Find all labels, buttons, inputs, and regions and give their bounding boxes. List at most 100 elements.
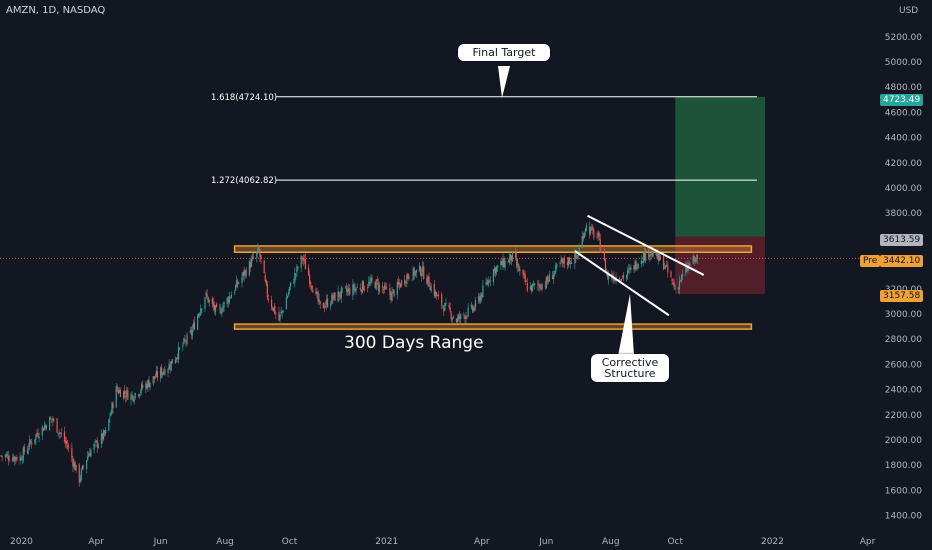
candle-body [242, 272, 244, 277]
candle-body [130, 394, 132, 401]
candle-body [45, 425, 48, 429]
candle-body [163, 371, 165, 375]
candle-body [599, 238, 601, 253]
candle-body [466, 316, 468, 318]
candle-body [571, 262, 573, 264]
candle-body [274, 305, 276, 314]
candle-body [89, 452, 91, 456]
candle-body [408, 276, 410, 280]
candle-body [221, 312, 223, 313]
candle-body [131, 394, 133, 396]
x-tick-label: Aug [216, 537, 234, 547]
fib-label: 1.618(4724.10) [211, 93, 277, 103]
candle-body [399, 283, 402, 288]
candle-body [223, 301, 225, 308]
corrective-label-line2: Structure [604, 367, 656, 380]
range-box-resistance [233, 245, 753, 254]
candle-body [295, 273, 297, 275]
candle-body [272, 308, 274, 310]
candle-body [666, 264, 668, 266]
candle-body [449, 307, 451, 312]
candle-body [185, 341, 187, 343]
candle-body [333, 292, 335, 299]
candle-body [508, 257, 510, 264]
candle-body [396, 282, 398, 296]
candle-body [435, 292, 438, 296]
candle-body [371, 277, 373, 281]
candle-body [539, 284, 541, 288]
candle-body [243, 270, 245, 277]
candle-body [422, 266, 424, 273]
candle-body [355, 288, 357, 291]
candle-body [8, 460, 11, 462]
candle-body [287, 292, 290, 296]
candle-body [608, 274, 610, 280]
candle-body [450, 313, 452, 320]
candle-body [522, 270, 524, 275]
candle-body [390, 293, 392, 300]
candle-body [530, 285, 533, 292]
candle-body [311, 285, 313, 289]
y-tick-label: 2000.00 [885, 436, 922, 446]
candle-body [265, 279, 267, 285]
candle-body [324, 305, 327, 307]
candle-body [414, 271, 416, 276]
candle-body [108, 419, 110, 431]
candle-body [322, 302, 324, 309]
candle-body [643, 252, 646, 261]
candle-body [568, 257, 571, 265]
candle-body [622, 275, 625, 279]
candle-body [629, 268, 631, 270]
candle-body [109, 417, 111, 419]
candle-body [546, 276, 548, 282]
y-tick-label: 1400.00 [885, 512, 922, 522]
candle-body [105, 430, 107, 434]
candle-body [222, 306, 224, 312]
candle-body [655, 251, 657, 256]
candle-body [480, 294, 482, 303]
candle-body [479, 296, 481, 302]
candle-body [374, 282, 376, 289]
candle-body [618, 278, 620, 281]
candle-body [501, 261, 503, 266]
candle-body [360, 289, 362, 292]
candle-body [478, 296, 480, 301]
candle-body [278, 311, 280, 321]
candle-body [171, 359, 173, 364]
candle-body [149, 382, 151, 388]
candles-layer [0, 221, 699, 487]
candle-body [637, 264, 639, 269]
candle-body [71, 447, 73, 459]
candle-body [526, 282, 528, 291]
candle-body [44, 425, 47, 428]
candle-body [537, 283, 539, 285]
candle-body [94, 441, 96, 443]
candle-body [398, 282, 401, 285]
candle-body [4, 455, 6, 457]
candle-body [489, 280, 491, 282]
candle-body [600, 252, 602, 253]
candle-body [692, 256, 694, 264]
candle-body [428, 276, 430, 287]
last-price-tag: 3442.10 [880, 255, 924, 267]
candle-body [26, 449, 29, 454]
candle-body [214, 305, 217, 313]
candle-body [275, 312, 277, 314]
candle-body [52, 417, 54, 421]
candle-body [63, 431, 66, 442]
candle-body [598, 232, 600, 238]
candle-body [208, 299, 210, 303]
candle-body [97, 444, 99, 448]
final-target-pointer [498, 66, 510, 98]
candle-body [152, 376, 154, 384]
candle-body [160, 368, 162, 378]
candle-body [7, 456, 10, 461]
candle-body [280, 311, 282, 314]
candle-body [318, 299, 320, 302]
candle-body [304, 259, 306, 270]
candle-body [211, 298, 213, 304]
y-tick-label: 3800.00 [885, 209, 922, 219]
candle-body [317, 292, 319, 302]
candle-body [204, 297, 206, 309]
